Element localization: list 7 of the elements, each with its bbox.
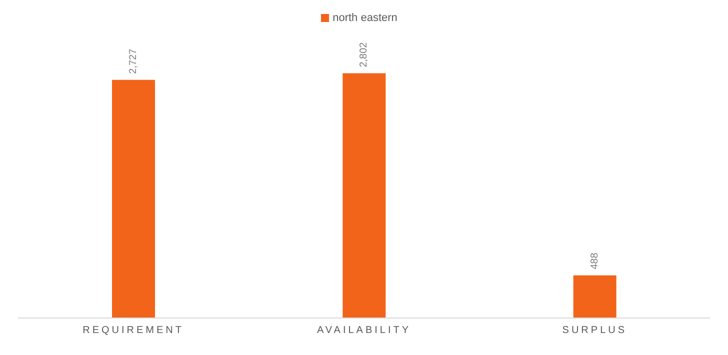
x-tick-label: SURPLUS xyxy=(562,325,628,336)
data-label: 2,727 xyxy=(128,48,139,74)
data-label: 2,802 xyxy=(358,42,370,68)
data-label: 488 xyxy=(589,252,600,270)
x-tick-label: REQUIREMENT xyxy=(82,325,184,336)
x-tick-label: AVAILABILITY xyxy=(316,325,412,336)
legend-label: north eastern xyxy=(332,12,398,24)
